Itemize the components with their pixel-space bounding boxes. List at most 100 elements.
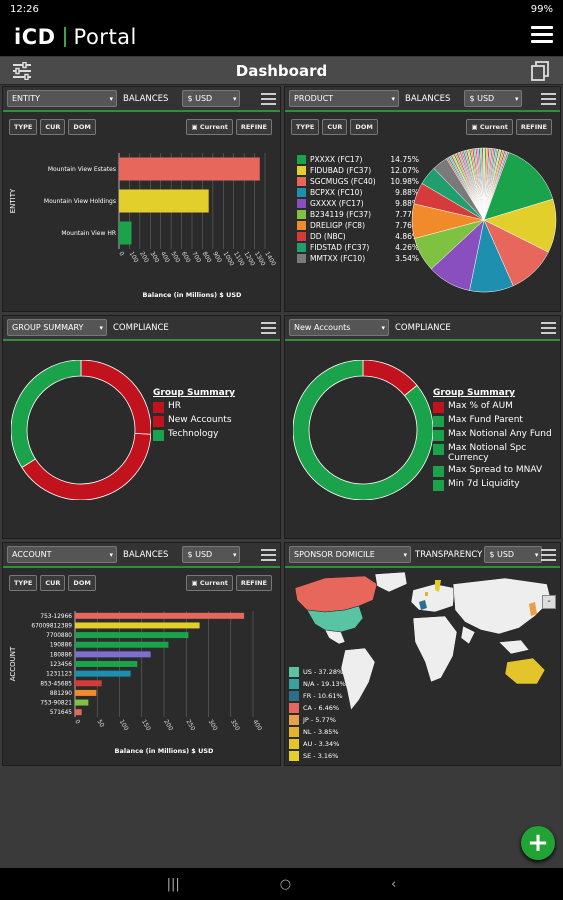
copy-icon[interactable] <box>531 61 549 81</box>
bar[interactable] <box>75 622 200 629</box>
legend-item[interactable]: Max Spread to MNAV <box>433 465 559 477</box>
donut-slice[interactable] <box>21 432 151 500</box>
group-summary-select[interactable]: GROUP SUMMARY ▾ <box>7 319 107 336</box>
y-tick-label: 123456 <box>50 662 72 668</box>
panel-menu-icon[interactable] <box>261 93 276 105</box>
donut-slice[interactable] <box>293 360 433 500</box>
map-usa <box>306 605 364 633</box>
legend-item[interactable]: GXXXX (FC17) 9.88% <box>297 199 419 208</box>
legend-item[interactable]: CA - 6.46% <box>289 703 409 713</box>
currency-select[interactable]: $ USD ▾ <box>464 90 523 107</box>
add-widget-button[interactable]: + <box>521 826 555 860</box>
refine-button[interactable]: REFINE <box>515 119 552 135</box>
donut-slice[interactable] <box>11 360 82 469</box>
recents-icon[interactable]: ||| <box>166 876 180 892</box>
bar[interactable] <box>75 670 131 677</box>
currency-select[interactable]: $ USD ▾ <box>182 90 241 107</box>
legend-item[interactable]: DD (NBC) 4.86% <box>297 232 419 241</box>
legend-item[interactable]: Max Notional Any Fund <box>433 429 559 441</box>
current-button[interactable]: ▣ Current <box>466 119 513 135</box>
legend-item[interactable]: Min 7d Liquidity <box>433 479 559 491</box>
legend-item[interactable]: B234119 (FC37) 7.77% <box>297 210 419 219</box>
map-africa <box>412 615 458 683</box>
legend-item[interactable]: Max % of AUM <box>433 401 559 413</box>
refine-button[interactable]: REFINE <box>235 575 272 591</box>
legend-swatch <box>297 210 306 219</box>
legend-item[interactable]: FR - 10.61% <box>289 691 409 701</box>
legend-item[interactable]: SE - 3.16% <box>289 751 409 761</box>
legend-item[interactable]: JP - 5.77% <box>289 715 409 725</box>
sponsor-domicile-panel: SPONSOR DOMICILE ▾ TRANSPARENCY $ USD ▾ - … <box>284 542 561 766</box>
legend-item[interactable]: DRELIGP (FC8) 7.76% <box>297 221 419 230</box>
new-accounts-select[interactable]: New Accounts ▾ <box>289 319 389 336</box>
legend-item[interactable]: HR <box>153 401 278 413</box>
bar[interactable] <box>119 189 209 213</box>
map-zoom-out-button[interactable]: - <box>542 595 556 609</box>
y-tick-label: 190886 <box>50 643 72 649</box>
account-select[interactable]: ACCOUNT ▾ <box>7 546 117 563</box>
legend-item[interactable]: PXXXX (FC17) 14.75% <box>297 155 419 164</box>
bar[interactable] <box>119 221 132 245</box>
legend-label: AU - 3.34% <box>303 740 340 748</box>
type-button[interactable]: TYPE <box>9 575 38 591</box>
cur-button[interactable]: CUR <box>40 119 66 135</box>
bar[interactable] <box>119 157 260 181</box>
dom-button[interactable]: DOM <box>68 575 96 591</box>
current-button[interactable]: ▣ Current <box>186 575 233 591</box>
product-select[interactable]: PRODUCT ▾ <box>289 90 399 107</box>
map-greenland <box>374 571 408 593</box>
currency-select[interactable]: $ USD ▾ <box>484 546 543 563</box>
dom-button[interactable]: DOM <box>68 119 96 135</box>
donut-slice[interactable] <box>80 360 151 435</box>
bar[interactable] <box>75 680 102 687</box>
x-tick-label: 300 <box>149 251 161 265</box>
bar[interactable] <box>75 632 189 639</box>
panel-header: ACCOUNT ▾ BALANCES $ USD ▾ <box>3 543 280 568</box>
pie-slice[interactable] <box>483 152 554 221</box>
legend-item[interactable]: New Accounts <box>153 415 278 427</box>
currency-select[interactable]: $ USD ▾ <box>182 546 241 563</box>
bar[interactable] <box>75 661 138 667</box>
pie-slice[interactable] <box>483 151 510 221</box>
type-button[interactable]: TYPE <box>9 119 38 135</box>
panel-menu-icon[interactable] <box>261 549 276 561</box>
cur-button[interactable]: CUR <box>322 119 348 135</box>
bar[interactable] <box>75 709 82 716</box>
settings-sliders-icon[interactable] <box>12 62 32 80</box>
bar[interactable] <box>75 651 151 658</box>
current-button[interactable]: ▣ Current <box>186 119 233 135</box>
panel-menu-icon[interactable] <box>541 549 556 561</box>
legend-item[interactable]: MMTXX (FC10) 3.54% <box>297 254 419 263</box>
bar[interactable] <box>75 612 245 619</box>
home-icon[interactable]: ○ <box>279 876 292 892</box>
legend-item[interactable]: SGCMUGS (FC40) 10.98% <box>297 177 419 186</box>
refine-button[interactable]: REFINE <box>235 119 272 135</box>
legend-item[interactable]: FIDUBAD (FC37) 12.07% <box>297 166 419 175</box>
hamburger-menu-icon[interactable] <box>531 26 553 46</box>
legend-item[interactable]: Max Notional Spc Currency <box>433 443 559 463</box>
sponsor-domicile-select[interactable]: SPONSOR DOMICILE ▾ <box>289 546 411 563</box>
donut-slice[interactable] <box>362 360 418 397</box>
legend-item[interactable]: NL - 3.85% <box>289 727 409 737</box>
legend-item[interactable]: BCPXX (FC10) 9.88% <box>297 188 419 197</box>
bar[interactable] <box>75 641 169 648</box>
dom-button[interactable]: DOM <box>350 119 378 135</box>
bar[interactable] <box>75 689 97 696</box>
x-tick-label: 700 <box>190 251 202 265</box>
legend-item[interactable]: N/A - 19.13% <box>289 679 409 689</box>
type-button[interactable]: TYPE <box>291 119 320 135</box>
legend-label: New Accounts <box>168 415 232 425</box>
entity-select[interactable]: ENTITY ▾ <box>7 90 117 107</box>
panel-menu-icon[interactable] <box>541 93 556 105</box>
back-icon[interactable]: ‹ <box>391 876 397 892</box>
cur-button[interactable]: CUR <box>40 575 66 591</box>
y-tick-label: 853-45685 <box>40 681 72 687</box>
legend-item[interactable]: Technology <box>153 429 278 441</box>
legend-item[interactable]: US - 37.28% <box>289 667 409 677</box>
legend-item[interactable]: FIDSTAD (FC37) 4.26% <box>297 243 419 252</box>
panel-menu-icon[interactable] <box>261 322 276 334</box>
legend-item[interactable]: Max Fund Parent <box>433 415 559 427</box>
panel-menu-icon[interactable] <box>541 322 556 334</box>
legend-item[interactable]: AU - 3.34% <box>289 739 409 749</box>
bar[interactable] <box>75 699 89 706</box>
